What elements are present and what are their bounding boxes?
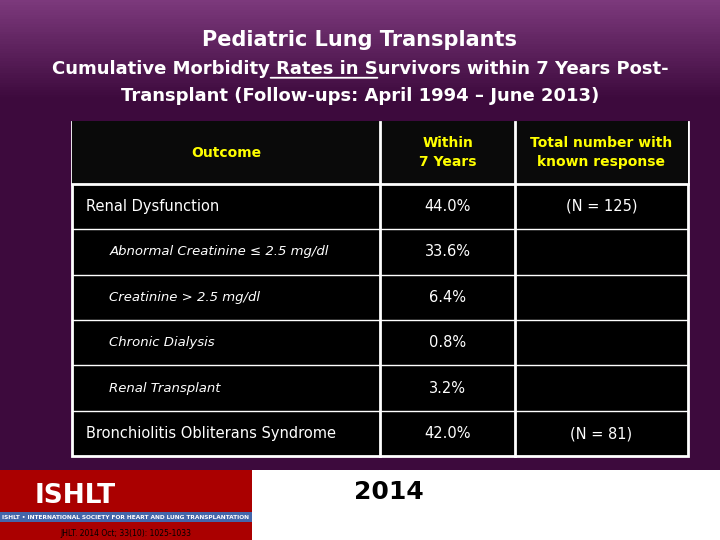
Bar	[0, 5, 720, 7]
Text: Renal Dysfunction: Renal Dysfunction	[86, 199, 220, 214]
Text: Chronic Dialysis: Chronic Dialysis	[109, 336, 215, 349]
Text: JHLT. 2014 Oct; 33(10): 1025-1033: JHLT. 2014 Oct; 33(10): 1025-1033	[60, 529, 192, 538]
Bar	[0, 63, 720, 65]
Bar	[72, 122, 688, 184]
Text: Creatinine > 2.5 mg/dl: Creatinine > 2.5 mg/dl	[109, 291, 261, 303]
Bar	[0, 10, 720, 12]
Bar	[0, 51, 720, 53]
Bar	[0, 31, 720, 34]
Bar	[0, 95, 720, 97]
Bar	[0, 92, 720, 95]
Bar	[0, 66, 720, 68]
Text: Pediatric Lung Transplants: Pediatric Lung Transplants	[202, 30, 518, 51]
Bar	[0, 61, 720, 63]
Bar	[0, 8, 720, 10]
Bar	[0, 80, 720, 83]
Bar	[0, 24, 720, 26]
Bar	[0, 17, 720, 19]
Text: Cumulative Morbidity Rates in Survivors within 7 Years Post-: Cumulative Morbidity Rates in Survivors …	[52, 59, 668, 78]
Bar	[0, 76, 720, 78]
Bar	[0, 29, 720, 31]
Bar	[0, 49, 720, 51]
Text: 42.0%: 42.0%	[424, 426, 471, 441]
Text: 3.2%: 3.2%	[429, 381, 466, 396]
Text: Transplant (Follow-ups: April 1994 – June 2013): Transplant (Follow-ups: April 1994 – Jun…	[121, 87, 599, 105]
Bar	[0, 68, 720, 71]
Text: ISHLT • INTERNATIONAL SOCIETY FOR HEART AND LUNG TRANSPLANTATION: ISHLT • INTERNATIONAL SOCIETY FOR HEART …	[2, 515, 250, 520]
Bar	[0, 512, 252, 522]
Bar	[0, 34, 720, 36]
Text: Renal Transplant: Renal Transplant	[109, 382, 221, 395]
Bar	[0, 73, 720, 75]
Bar	[0, 37, 720, 39]
Text: Abnormal Creatinine ≤ 2.5 mg/dl: Abnormal Creatinine ≤ 2.5 mg/dl	[109, 245, 329, 258]
Text: Within
7 Years: Within 7 Years	[419, 136, 476, 170]
Bar	[0, 83, 720, 85]
Text: Bronchiolitis Obliterans Syndrome: Bronchiolitis Obliterans Syndrome	[86, 426, 336, 441]
Text: 2014: 2014	[354, 481, 423, 504]
Bar	[0, 56, 720, 58]
Bar	[0, 3, 720, 5]
Bar	[0, 58, 720, 60]
Bar	[0, 19, 720, 22]
Bar	[0, 87, 720, 90]
Text: ISHLT: ISHLT	[35, 483, 116, 509]
Bar	[0, 15, 720, 17]
Bar	[0, 46, 720, 49]
Bar	[0, 85, 720, 87]
Text: 44.0%: 44.0%	[424, 199, 471, 214]
Bar	[0, 78, 720, 80]
Bar	[0, 53, 720, 56]
Bar	[0, 26, 720, 29]
Bar	[0, 0, 720, 2]
Bar	[0, 470, 252, 540]
Text: Total number with
known response: Total number with known response	[531, 136, 672, 170]
Bar	[0, 470, 720, 540]
Bar	[0, 39, 720, 42]
Bar	[0, 44, 720, 46]
Text: 33.6%: 33.6%	[425, 244, 470, 259]
Bar	[72, 122, 688, 456]
Bar	[0, 12, 720, 15]
Bar	[0, 22, 720, 24]
Bar	[0, 90, 720, 92]
Text: (N = 125): (N = 125)	[566, 199, 637, 214]
Bar	[0, 42, 720, 44]
Text: 0.8%: 0.8%	[429, 335, 466, 350]
Bar	[0, 71, 720, 73]
Text: (N = 81): (N = 81)	[570, 426, 632, 441]
Text: Outcome: Outcome	[191, 146, 261, 159]
Text: 6.4%: 6.4%	[429, 290, 466, 305]
